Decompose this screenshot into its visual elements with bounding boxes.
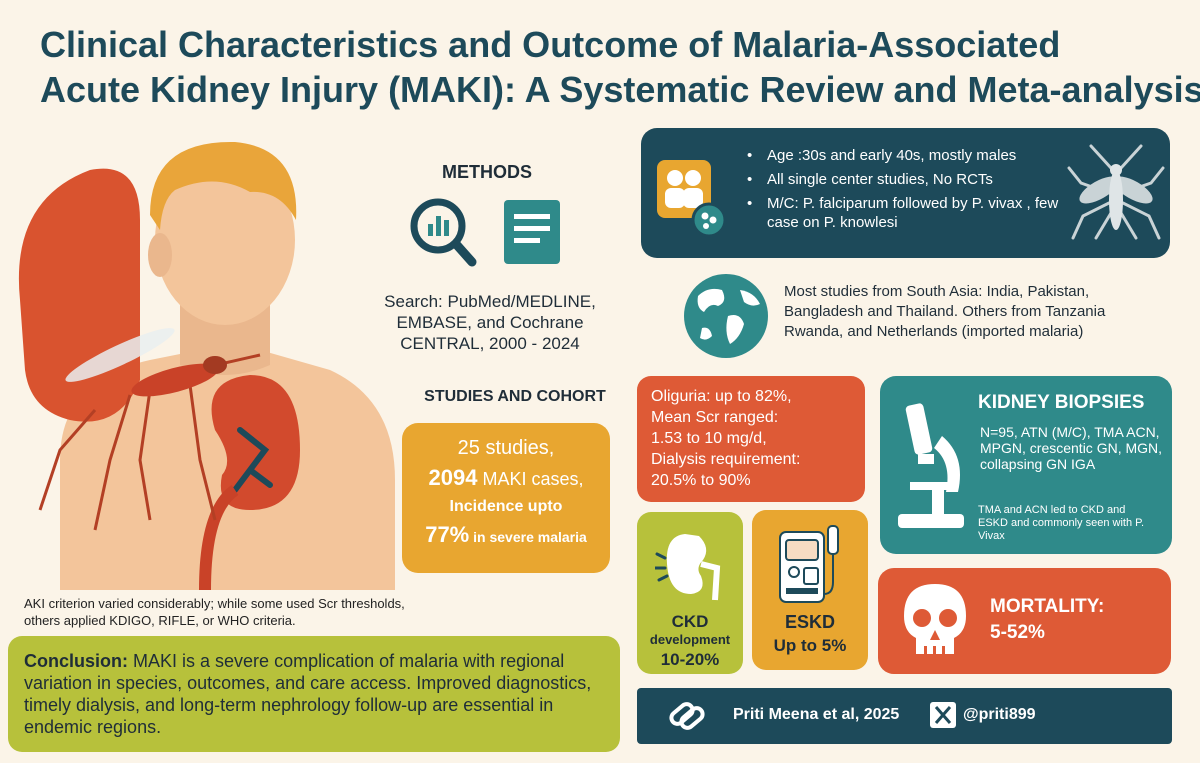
mortality-value: 5-52% [990,622,1045,643]
demographics-item-species: M/C: P. falciparum followed by P. vivax … [745,194,1085,232]
studies-count: 25 [457,437,480,459]
conclusion-text: MAKI is a severe complication of malaria… [24,651,592,737]
social-handle-link[interactable]: @priti899 [963,706,1036,723]
search-sources: Search: PubMed/MEDLINE, EMBASE, and Coch… [384,292,596,353]
title-line-1: Clinical Characteristics and Outcome of … [40,24,1061,65]
ckd-value: 10-20% [660,650,720,669]
title-line-2: Acute Kidney Injury (MAKI): A Systematic… [40,69,1200,110]
oliguria-line-4: Dialysis requirement: [651,451,801,468]
incidence-context: in severe malaria [473,529,587,545]
page-title: Clinical Characteristics and Outcome of … [40,22,1200,112]
author-credit: Priti Meena et al, 2025 [733,706,900,723]
biopsy-note: TMA and ACN led to CKD and ESKD and comm… [978,504,1145,542]
footer-bar: Priti Meena et al, 2025 @priti899 [637,688,1172,744]
mortality-heading: MORTALITY: [990,596,1105,617]
globe-icon [684,274,768,358]
conclusion-label: Conclusion: [24,651,128,671]
ckd-sub-label: development [649,632,731,647]
eskd-box: ESKD Up to 5% [752,510,868,670]
oliguria-line-3: 1.53 to 10 mg/d, [651,430,767,447]
biopsy-heading: KIDNEY BIOPSIES [978,392,1145,413]
studies-count-label: studies, [485,437,555,459]
oliguria-line-1: Oliguria: up to 82%, [651,388,792,405]
geography-text: Most studies from South Asia: India, Pak… [784,283,1106,340]
ckd-box: CKD development 10-20% [637,512,743,674]
eskd-value: Up to 5% [773,636,847,655]
biopsy-findings: N=95, ATN (M/C), TMA ACN, MPGN, crescent… [980,424,1163,472]
document-icon [504,200,560,264]
oliguria-line-5: 20.5% to 90% [651,472,751,489]
demographics-item-design: All single center studies, No RCTs [745,170,1085,190]
conclusion-box: Conclusion: MAKI is a severe complicatio… [8,636,620,752]
cases-count: 2094 [428,465,478,490]
demographics-list: Age :30s and early 40s, mostly males All… [745,146,1085,236]
person-kidney-mosquito-illustration [18,141,395,590]
oliguria-box: Oliguria: up to 82%, Mean Scr ranged: 1.… [637,376,865,502]
aki-criterion-caption: AKI criterion varied considerably; while… [24,596,405,628]
mosquito-icon [1067,144,1165,240]
microscope-icon [898,403,964,528]
link-icon [669,702,705,730]
oliguria-line-2: Mean Scr ranged: [651,409,779,426]
methods-icons [410,198,560,267]
ckd-label: CKD [671,612,709,631]
damaged-kidney-icon [655,534,721,601]
magnifier-chart-icon [410,198,477,267]
incidence-value: 77% [425,522,470,547]
x-logo-icon[interactable] [930,702,956,728]
incidence-label: Incidence upto [449,498,563,515]
demographics-box: Age :30s and early 40s, mostly males All… [641,128,1170,258]
kidney-biopsies-box: KIDNEY BIOPSIES N=95, ATN (M/C), TMA ACN… [880,376,1172,554]
dialysis-machine-icon [779,525,839,603]
studies-box: 25 studies, 2094 MAKI cases, Incidence u… [402,423,610,573]
eskd-label: ESKD [784,612,835,632]
cases-label: MAKI cases, [482,469,584,489]
studies-heading: STUDIES AND COHORT [424,388,606,405]
mortality-box: MORTALITY: 5-52% [878,568,1171,674]
skull-icon [904,584,966,654]
demographics-item-age: Age :30s and early 40s, mostly males [745,146,1085,166]
people-group-icon [657,160,727,238]
methods-heading: METHODS [442,162,532,182]
